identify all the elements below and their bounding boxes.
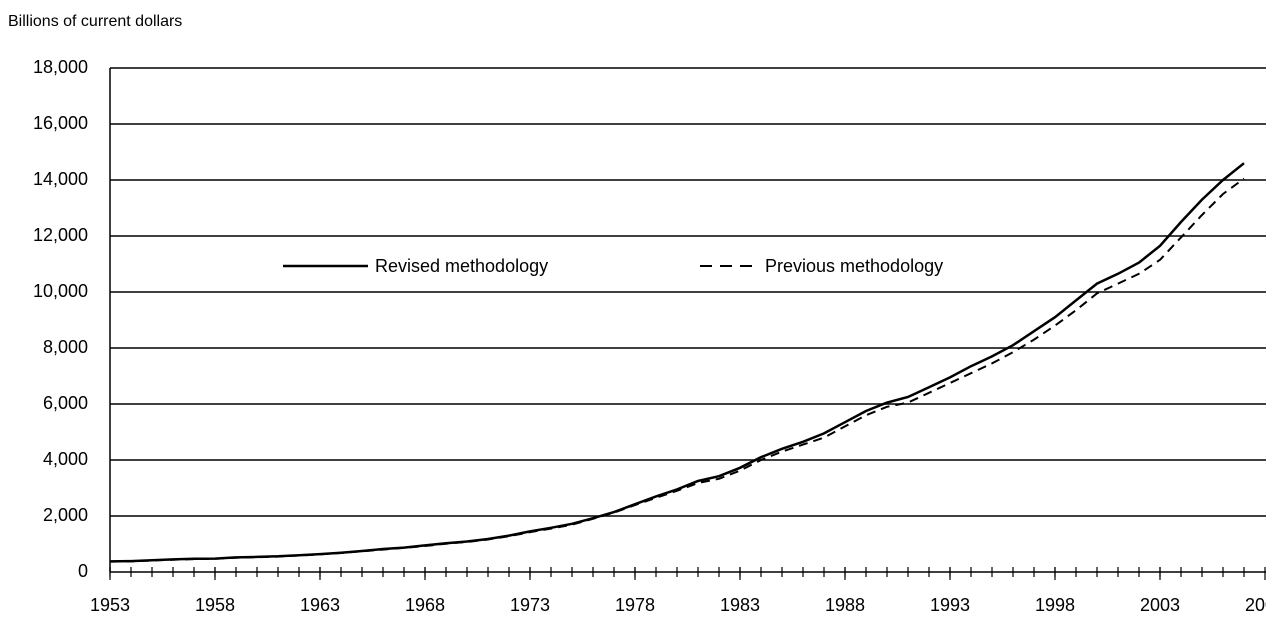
y-tick-label: 6,000 bbox=[43, 393, 88, 413]
y-tick-label: 0 bbox=[78, 561, 88, 581]
line-series bbox=[109, 177, 1245, 563]
x-tick-label: 1973 bbox=[510, 595, 550, 615]
legend-label: Previous methodology bbox=[765, 256, 943, 276]
x-tick-label: 1968 bbox=[405, 595, 445, 615]
y-tick-label: 12,000 bbox=[33, 225, 88, 245]
x-tick-label: 1963 bbox=[300, 595, 340, 615]
y-tick-label: 8,000 bbox=[43, 337, 88, 357]
x-tick-label: 1958 bbox=[195, 595, 235, 615]
x-tick-label: 1988 bbox=[825, 595, 865, 615]
line-series bbox=[109, 162, 1245, 563]
x-tick-label: 2003 bbox=[1140, 595, 1180, 615]
x-tick-label: 1953 bbox=[90, 595, 130, 615]
x-tick-label: 1978 bbox=[615, 595, 655, 615]
y-tick-label: 10,000 bbox=[33, 281, 88, 301]
y-tick-label: 14,000 bbox=[33, 169, 88, 189]
y-tick-label: 4,000 bbox=[43, 449, 88, 469]
x-tick-label: 1998 bbox=[1035, 595, 1075, 615]
y-tick-label: 18,000 bbox=[33, 57, 88, 77]
x-tick-label: 2008 bbox=[1245, 595, 1266, 615]
y-tick-label: 2,000 bbox=[43, 505, 88, 525]
x-tick-label: 1993 bbox=[930, 595, 970, 615]
x-tick-label: 1983 bbox=[720, 595, 760, 615]
y-axis-label: Billions of current dollars bbox=[8, 13, 182, 30]
y-tick-label: 16,000 bbox=[33, 113, 88, 133]
legend-label: Revised methodology bbox=[375, 256, 548, 276]
